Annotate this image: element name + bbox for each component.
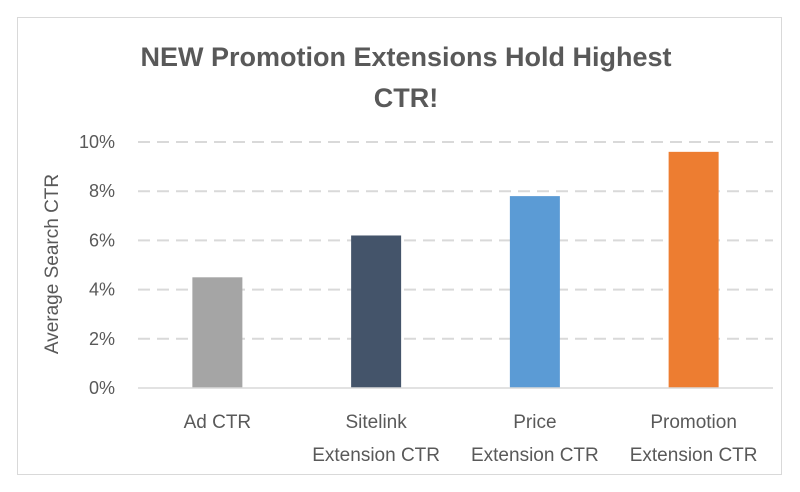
x-category-label: Extension CTR <box>312 445 440 466</box>
x-category-label: Promotion <box>650 412 737 433</box>
y-tick-label: 0% <box>89 378 115 398</box>
gridlines <box>138 141 773 340</box>
x-category-label: Ad CTR <box>184 412 252 433</box>
chart-title-line-1: NEW Promotion Extensions Hold Highest <box>140 42 671 72</box>
y-axis-label: Average Search CTR <box>42 174 63 354</box>
bar-chart: NEW Promotion Extensions Hold Highest CT… <box>42 42 773 466</box>
bar-sitelink-extension-ctr <box>351 235 402 388</box>
x-category-label: Extension CTR <box>471 445 599 466</box>
bar-ad-ctr <box>192 277 243 388</box>
y-axis-ticks: 0% 2% 4% 6% 8% 10% <box>79 132 115 398</box>
chart-title-line-2: CTR! <box>374 83 438 113</box>
y-tick-label: 8% <box>89 181 115 201</box>
y-tick-label: 6% <box>89 230 115 250</box>
y-tick-label: 10% <box>79 132 115 152</box>
x-axis-labels: Ad CTR Sitelink Extension CTR Price Extensio… <box>184 412 758 466</box>
x-category-label: Price <box>513 412 556 433</box>
x-category-label: Extension CTR <box>630 445 758 466</box>
bars <box>192 151 719 388</box>
bar-promotion-extension-ctr <box>668 151 719 388</box>
bar-price-extension-ctr <box>509 196 560 388</box>
y-tick-label: 2% <box>89 329 115 349</box>
y-tick-label: 4% <box>89 280 115 300</box>
chart-area: NEW Promotion Extensions Hold Highest CT… <box>17 17 782 475</box>
x-category-label: Sitelink <box>346 412 408 433</box>
